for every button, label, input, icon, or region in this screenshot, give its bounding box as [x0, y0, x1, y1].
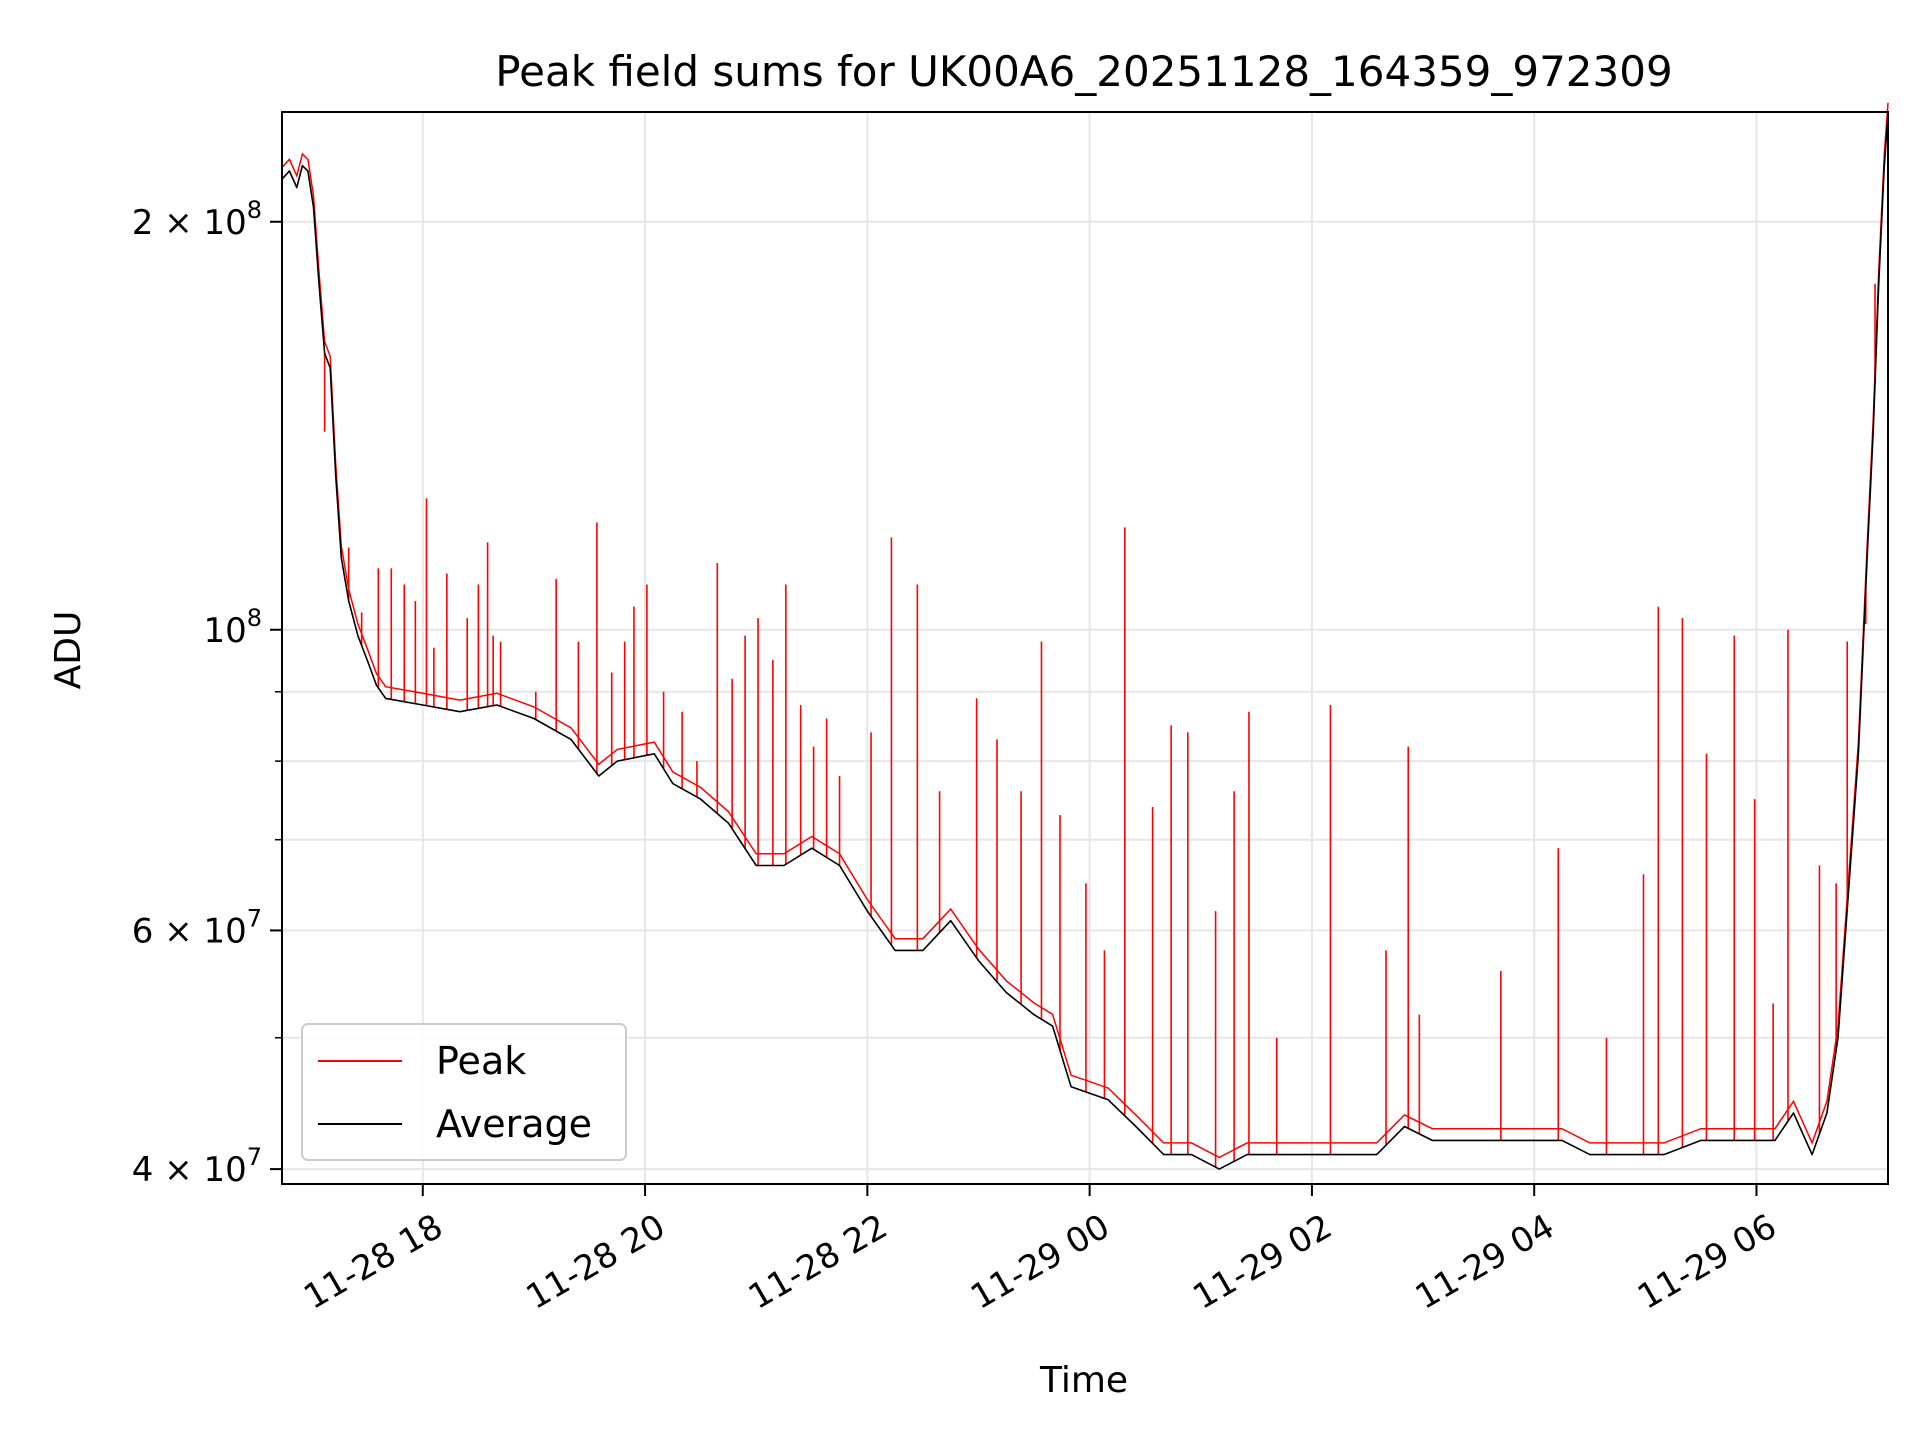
y-tick-exponent: 7	[247, 904, 262, 932]
grid	[282, 112, 1888, 1184]
legend: Peak Average	[301, 1023, 627, 1161]
legend-label-peak: Peak	[436, 1039, 526, 1083]
y-tick-mantissa: 6 × 10	[132, 911, 247, 951]
y-tick-exponent: 8	[247, 196, 262, 224]
y-tick-mantissa: 4 × 10	[132, 1150, 247, 1190]
series-average-line	[281, 114, 1889, 1170]
y-tick-mantissa: 2 × 10	[132, 203, 247, 243]
y-tick-label: 2 × 108	[132, 196, 262, 243]
plot-frame	[281, 111, 1889, 1185]
y-tick-exponent: 7	[247, 1143, 262, 1171]
y-tick-label: 6 × 107	[132, 904, 262, 951]
plot-area	[281, 102, 1889, 1185]
y-tick-label: 4 × 107	[132, 1143, 262, 1190]
y-tick-mantissa: 10	[203, 611, 246, 651]
x-axis-label: Time	[1039, 1360, 1128, 1401]
plot-background	[282, 112, 1888, 1184]
y-axis-label: ADU	[48, 611, 89, 690]
series-peak-baseline	[281, 102, 1889, 1159]
legend-box	[301, 1023, 627, 1161]
legend-label-average: Average	[436, 1102, 592, 1146]
y-tick-label: 108	[203, 604, 262, 651]
y-tick-exponent: 8	[247, 604, 262, 632]
series-layer	[281, 102, 1889, 1170]
chart-title: Peak field sums for UK00A6_20251128_1643…	[495, 47, 1672, 96]
